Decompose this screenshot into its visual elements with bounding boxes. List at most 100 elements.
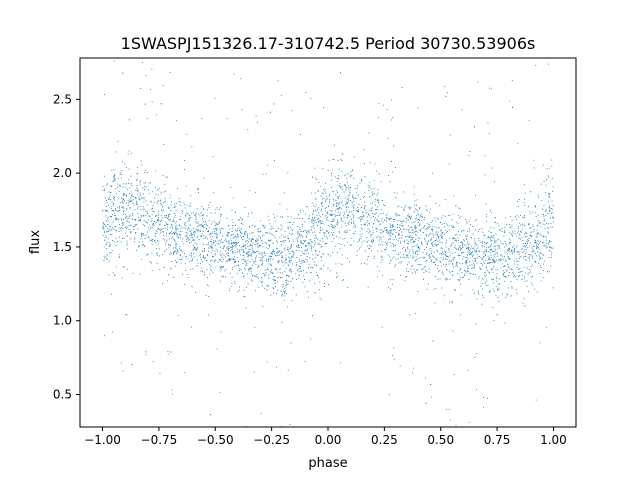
data-point <box>281 295 283 297</box>
data-point <box>144 103 146 105</box>
data-point <box>466 221 467 223</box>
data-point <box>208 251 209 252</box>
data-point <box>119 207 120 209</box>
data-point <box>156 203 158 204</box>
data-point <box>403 246 405 248</box>
data-point <box>531 236 533 237</box>
data-point <box>169 233 170 235</box>
data-point <box>203 208 205 210</box>
data-point <box>254 252 256 254</box>
data-point <box>317 254 318 256</box>
data-point <box>168 206 170 208</box>
data-point <box>494 241 495 243</box>
data-point <box>441 254 443 256</box>
data-point <box>139 199 141 201</box>
data-point <box>109 192 111 193</box>
data-point <box>474 240 476 242</box>
data-point <box>269 256 271 258</box>
data-point <box>210 414 212 416</box>
data-point <box>136 173 138 175</box>
data-point <box>414 221 416 222</box>
data-point <box>165 201 166 203</box>
data-point <box>293 222 295 224</box>
data-point <box>275 268 277 270</box>
data-point <box>250 267 252 269</box>
data-point <box>105 237 107 239</box>
data-point <box>206 215 208 217</box>
data-point <box>495 286 497 288</box>
data-point <box>297 277 299 279</box>
data-point <box>115 151 117 153</box>
data-point <box>384 250 386 252</box>
data-point <box>189 216 191 218</box>
data-point <box>417 107 419 109</box>
data-point <box>401 222 403 224</box>
data-point <box>493 266 495 268</box>
data-point <box>197 213 199 215</box>
data-point <box>481 283 483 285</box>
data-point <box>133 241 135 243</box>
data-point <box>535 240 536 242</box>
data-point <box>337 219 338 221</box>
data-point <box>307 206 309 208</box>
data-point <box>521 247 523 249</box>
data-point <box>466 257 468 258</box>
data-point <box>508 248 510 249</box>
data-point <box>518 253 520 255</box>
data-point <box>537 247 539 249</box>
data-point <box>319 239 321 241</box>
data-point <box>514 248 516 250</box>
data-point <box>171 389 173 391</box>
data-point <box>437 265 439 266</box>
data-point <box>414 313 416 314</box>
data-point <box>145 75 147 77</box>
data-point <box>389 241 391 243</box>
data-point <box>246 287 247 288</box>
data-point <box>530 235 531 237</box>
data-point <box>386 243 388 245</box>
data-point <box>179 255 181 256</box>
data-point <box>133 204 135 206</box>
data-point <box>169 213 170 215</box>
data-point <box>227 248 229 249</box>
data-point <box>291 256 292 258</box>
data-point <box>543 215 545 217</box>
data-point <box>252 274 253 276</box>
data-point <box>212 256 213 258</box>
data-point <box>171 224 173 225</box>
data-point <box>193 231 195 233</box>
data-point <box>367 228 369 230</box>
data-point <box>413 241 414 243</box>
data-point <box>211 247 213 249</box>
data-point <box>300 240 302 242</box>
data-point <box>335 245 337 247</box>
data-point <box>234 244 236 246</box>
data-point <box>391 99 392 101</box>
data-point <box>118 198 120 200</box>
data-point <box>532 211 534 213</box>
data-point <box>385 247 387 249</box>
data-point <box>332 224 334 226</box>
data-point <box>237 234 239 236</box>
data-point <box>295 249 297 251</box>
data-point <box>467 247 469 248</box>
data-point <box>410 226 412 228</box>
data-point <box>443 295 445 297</box>
data-point <box>108 228 110 230</box>
data-point <box>159 221 161 223</box>
data-point <box>330 172 332 174</box>
data-point <box>141 234 143 235</box>
data-point <box>246 273 248 275</box>
data-point <box>496 280 498 282</box>
data-point <box>371 191 373 193</box>
data-point <box>233 73 235 75</box>
data-point <box>297 269 298 271</box>
data-point <box>549 205 550 207</box>
data-point <box>387 254 389 256</box>
data-point <box>426 252 428 254</box>
data-point <box>389 255 391 257</box>
data-point <box>194 214 196 216</box>
data-point <box>489 272 490 274</box>
data-point <box>209 202 211 203</box>
data-point <box>502 243 504 245</box>
